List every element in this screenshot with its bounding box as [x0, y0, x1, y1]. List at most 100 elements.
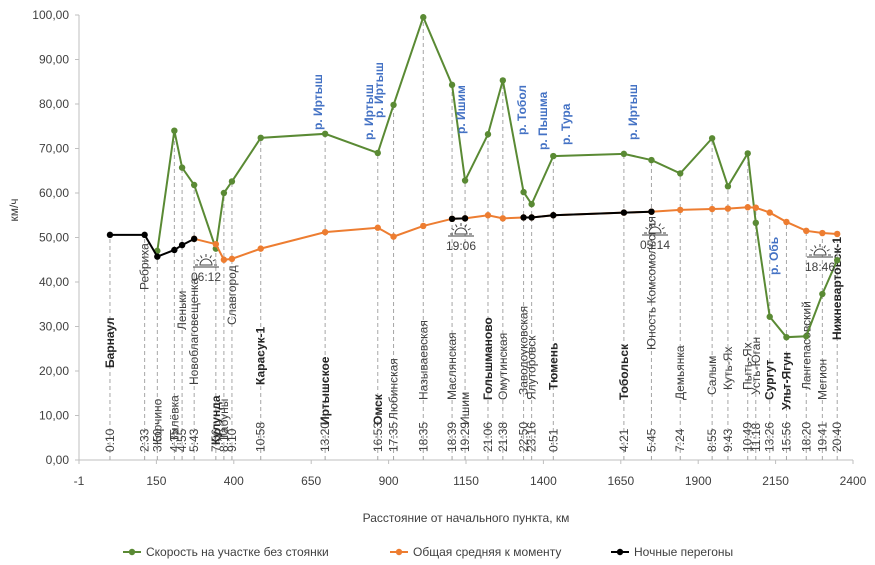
data-point [677, 170, 684, 177]
station-time: 8:55 [705, 428, 719, 452]
station-name: Мегион [815, 359, 829, 400]
data-point [154, 253, 161, 260]
data-point [420, 222, 427, 230]
y-tick-label: 40,00 [39, 275, 69, 289]
station-time: 16:53 [371, 422, 385, 452]
data-point [803, 227, 810, 235]
data-point [257, 245, 264, 252]
y-tick-label: 0,00 [46, 453, 70, 467]
x-tick-label: 900 [379, 474, 399, 488]
data-point [420, 14, 427, 21]
station-time: 2:33 [138, 428, 152, 452]
sun-ray [467, 228, 471, 231]
legend-label: Скорость на участке без стоянки [146, 545, 329, 559]
station-time: 0:51 [546, 428, 560, 452]
sun-ray [814, 245, 817, 249]
river-label: р. Ишим [454, 85, 468, 134]
station-time: 9:43 [721, 428, 735, 452]
data-point [374, 149, 381, 157]
data-point [178, 241, 186, 249]
sun-ray [455, 224, 458, 228]
y-tick-label: 90,00 [39, 53, 69, 67]
station-name: Тюмень [546, 343, 560, 390]
sun-icon [642, 222, 668, 236]
station-name: Новоблаговещенка [187, 277, 201, 385]
data-point [374, 224, 381, 231]
data-point [550, 212, 557, 219]
data-point [724, 205, 732, 212]
y-tick-label: 30,00 [39, 320, 69, 334]
station-time: 7:56 [209, 428, 223, 452]
y-tick-label: 50,00 [39, 231, 69, 245]
station-time: 18:35 [416, 422, 430, 452]
station-time: 22:50 [517, 422, 531, 452]
data-point [520, 214, 527, 221]
station-name: Любинская [387, 358, 401, 420]
station-time: 19:29 [458, 422, 472, 452]
x-tick-label: 400 [224, 474, 244, 488]
station-name: Корчино [150, 398, 164, 445]
sun-ray [645, 227, 649, 230]
data-point [257, 134, 264, 142]
data-point [228, 255, 236, 263]
series-line [156, 14, 839, 339]
sun-ray [823, 245, 826, 249]
data-point [648, 156, 655, 164]
river-label: р. Иртыш [372, 62, 386, 118]
data-point [448, 81, 456, 89]
station-name: Иртышское [318, 356, 332, 425]
sun-ray [826, 249, 830, 252]
data-point [766, 313, 773, 320]
y-tick-label: 10,00 [39, 409, 69, 423]
station-time: 9:10 [225, 428, 239, 452]
series-line [193, 206, 838, 261]
data-point [106, 231, 114, 239]
data-point [141, 231, 148, 239]
sun-ray [200, 255, 203, 259]
data-point [520, 188, 527, 196]
x-tick-label: 1400 [530, 474, 557, 488]
station-name: Называевская [416, 320, 430, 400]
x-tick-label: 1650 [607, 474, 634, 488]
station-name: Омск [371, 393, 385, 425]
legend-label: Общая средняя к моменту [413, 545, 561, 559]
data-point [803, 333, 810, 340]
station-time: 23:16 [525, 422, 539, 452]
station-name: Сургут [763, 360, 777, 400]
sun-time: 18:46 [805, 260, 835, 274]
data-point [620, 150, 628, 158]
station-time: 10:49 [741, 422, 755, 452]
station-name: Куть-Ях [721, 347, 735, 390]
data-point [724, 183, 732, 190]
station-time: 11:18 [749, 423, 763, 452]
sun-icon [807, 244, 833, 258]
data-point [190, 235, 198, 243]
data-point [752, 219, 759, 227]
station-time: 21:38 [496, 422, 510, 452]
station-time: 5:43 [187, 428, 201, 452]
data-point [783, 218, 790, 226]
y-tick-label: 80,00 [39, 97, 69, 111]
data-point [178, 164, 186, 171]
river-label: р. Обь [767, 237, 781, 275]
station-name: Усть-Юган [749, 337, 763, 395]
sun-body [648, 226, 662, 234]
data-point [834, 256, 841, 264]
sun-icon [448, 223, 474, 237]
y-tick-label: 60,00 [39, 186, 69, 200]
data-point [461, 177, 469, 184]
station-name: Маслянская [445, 332, 459, 400]
data-point [171, 127, 178, 134]
x-tick-label: 1900 [685, 474, 712, 488]
river-label: р. Иртыш [311, 74, 325, 130]
station-time: 10:58 [254, 422, 268, 452]
station-time: 7:24 [673, 428, 687, 452]
data-point [620, 209, 628, 216]
x-tick-label: 2400 [840, 474, 867, 488]
data-point [752, 204, 759, 211]
station-name: Заводоуковская [517, 306, 531, 395]
station-name: Барнаул [103, 317, 117, 368]
river-label: р. Пышма [536, 91, 550, 150]
sun-ray [212, 259, 216, 262]
